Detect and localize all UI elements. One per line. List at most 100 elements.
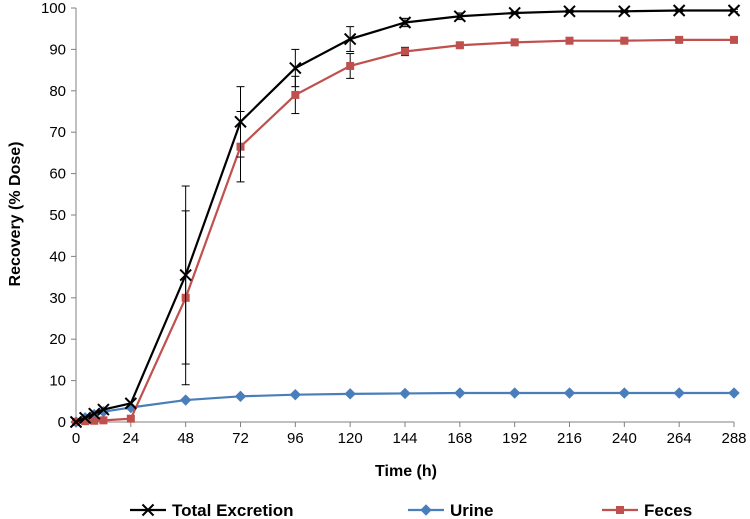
x-tick-label: 288: [721, 430, 746, 447]
data-point: [90, 416, 99, 425]
legend-item-feces: Feces: [602, 501, 692, 519]
data-point: [344, 388, 356, 400]
data-point: [81, 417, 90, 426]
x-tick-label: 72: [232, 430, 249, 447]
y-tick-label: 80: [49, 83, 66, 100]
y-tick-label: 100: [41, 0, 66, 17]
data-point: [401, 47, 409, 56]
y-tick-label: 30: [49, 290, 66, 307]
data-point: [508, 6, 521, 20]
data-point: [730, 35, 738, 44]
y-tick-label: 90: [49, 41, 66, 58]
marker-stroke: [78, 411, 92, 425]
legend-label: Total Excretion: [172, 501, 294, 519]
data-point: [728, 387, 740, 399]
marker-stroke: [97, 403, 110, 416]
data-point: [124, 397, 138, 410]
data-point: [727, 4, 741, 17]
marker-stroke: [141, 503, 155, 517]
legend-label: Feces: [644, 501, 692, 519]
marker-stroke: [453, 10, 467, 23]
data-point: [289, 61, 302, 75]
y-tick-label: 70: [49, 124, 66, 141]
data-point: [179, 394, 192, 406]
y-tick-label: 50: [49, 207, 66, 224]
marker-stroke: [124, 397, 138, 410]
data-point: [672, 4, 686, 17]
series-line: [75, 9, 734, 424]
data-point: [289, 388, 302, 401]
data-point: [343, 32, 357, 46]
x-tick-label: 48: [177, 430, 194, 447]
data-point: [508, 387, 521, 399]
x-tick-label: 24: [122, 430, 139, 447]
y-tick-label: 10: [49, 373, 66, 390]
legend-item-total-excretion: Total Excretion: [130, 501, 294, 519]
data-point: [510, 38, 519, 47]
data-point: [234, 390, 247, 403]
y-tick-label: 60: [49, 166, 66, 183]
data-point: [69, 415, 83, 429]
legend-item-urine: Urine: [408, 501, 493, 519]
marker-stroke: [398, 16, 412, 29]
y-axis-title: Recovery (% Dose): [7, 142, 24, 287]
x-tick-label: 264: [667, 430, 692, 447]
series-urine: [70, 387, 740, 428]
y-axis-ticks: 0 10 20 30 40 50 60 70 80 90 100: [41, 0, 76, 431]
x-axis-title: Time (h): [375, 463, 437, 480]
x-tick-label: 144: [392, 430, 417, 447]
x-tick-label: 216: [557, 430, 582, 447]
x-tick-label: 192: [502, 430, 527, 447]
x-tick-label: 240: [612, 430, 637, 447]
data-point: [234, 115, 247, 129]
data-point: [97, 403, 110, 416]
marker-stroke: [179, 268, 192, 282]
data-point: [88, 407, 101, 420]
series-layer: [69, 4, 741, 429]
x-tick-label: 168: [447, 430, 472, 447]
marker-stroke: [563, 5, 576, 18]
data-point: [291, 90, 300, 99]
marker-stroke: [69, 415, 83, 429]
data-point: [618, 5, 631, 18]
data-point: [99, 416, 108, 425]
y-tick-label: 0: [58, 414, 66, 431]
marker-stroke: [234, 115, 247, 129]
series-line: [75, 38, 734, 424]
marker-stroke: [289, 61, 302, 75]
data-point: [563, 5, 576, 18]
x-axis-ticks: 0 24 48 72 96 120 144 168 192 216 240 264 288: [72, 422, 747, 447]
data-point: [565, 36, 574, 45]
x-tick-label: 0: [72, 430, 80, 447]
data-point: [78, 411, 92, 425]
data-point: [455, 41, 464, 50]
data-point: [563, 387, 576, 399]
data-point: [620, 36, 629, 45]
data-point: [673, 387, 685, 399]
y-tick-label: 40: [49, 248, 66, 265]
legend: Total Excretion Urine Feces: [130, 501, 692, 519]
marker-stroke: [727, 4, 741, 17]
marker-stroke: [508, 6, 521, 20]
legend-marker: [616, 506, 624, 514]
marker-stroke: [618, 5, 631, 18]
data-point: [399, 387, 411, 400]
data-point: [675, 35, 684, 44]
data-point: [179, 268, 192, 282]
data-point: [346, 61, 355, 70]
data-point: [398, 16, 412, 29]
axes: [75, 8, 734, 423]
data-point: [618, 387, 631, 399]
data-point: [126, 414, 135, 423]
marker-stroke: [672, 4, 686, 17]
series-feces: [72, 35, 738, 426]
legend-label: Urine: [450, 501, 493, 519]
data-point: [454, 387, 466, 399]
x-tick-label: 96: [287, 430, 304, 447]
data-point: [453, 10, 467, 23]
y-tick-label: 20: [49, 331, 66, 348]
legend-marker: [420, 504, 432, 516]
marker-stroke: [88, 407, 101, 420]
x-tick-label: 120: [338, 430, 363, 447]
